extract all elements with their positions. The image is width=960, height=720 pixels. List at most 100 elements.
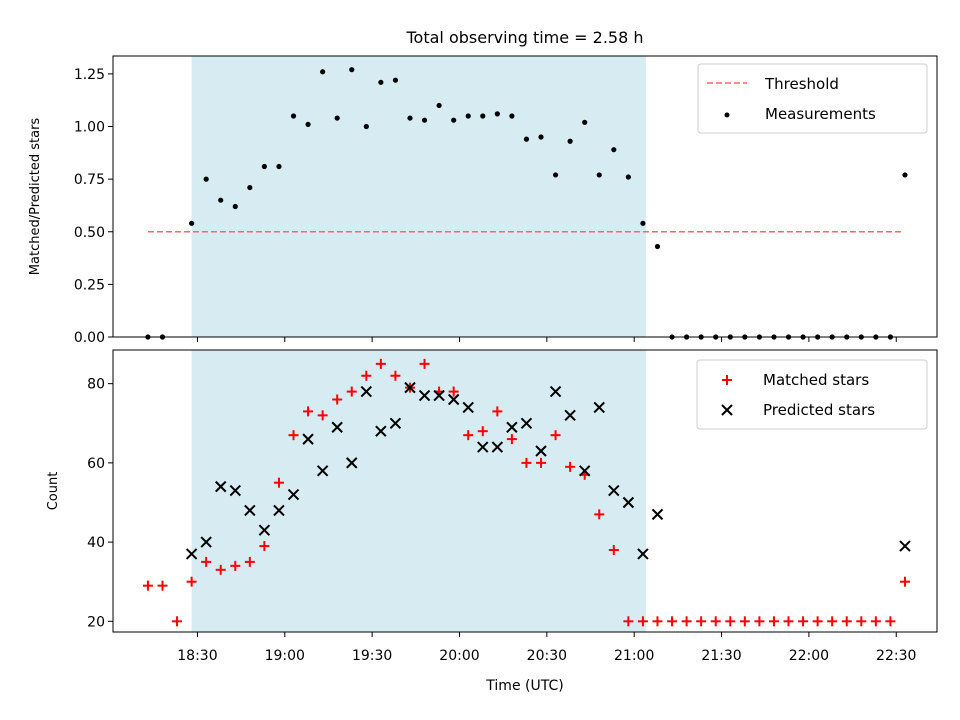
measurement-point bbox=[494, 111, 500, 117]
legend-predicted-swatch bbox=[721, 404, 733, 416]
measurement-point bbox=[436, 102, 442, 109]
x-tick-label: 19:00 bbox=[265, 648, 305, 664]
count-observing-span bbox=[191, 350, 646, 632]
matched-star-point bbox=[812, 616, 823, 627]
legend-measurement-label: Measurements bbox=[765, 105, 876, 123]
predicted-star-point bbox=[520, 417, 533, 429]
predicted-star-point bbox=[316, 465, 329, 477]
predicted-star-point bbox=[258, 524, 271, 536]
matched-star-point bbox=[652, 616, 663, 627]
matched-star-point bbox=[783, 616, 794, 627]
predicted-star-point bbox=[564, 409, 576, 422]
predicted-star-point bbox=[535, 445, 547, 457]
predicted-star-point bbox=[287, 488, 300, 501]
measurement-point bbox=[261, 163, 267, 170]
legend-predicted-marker bbox=[721, 404, 733, 416]
matched-star-point bbox=[419, 358, 430, 369]
x-tick-label: 21:30 bbox=[701, 648, 741, 664]
measurement-point bbox=[625, 174, 631, 180]
matched-star-point bbox=[696, 616, 707, 627]
matched-star-point bbox=[215, 564, 226, 575]
measurement-point bbox=[596, 172, 602, 178]
x-tick-label: 22:30 bbox=[876, 648, 916, 664]
matched-star-point bbox=[157, 580, 168, 591]
matched-star-point bbox=[332, 394, 343, 405]
predicted-star-point bbox=[346, 457, 358, 469]
predicted-star-point bbox=[433, 389, 445, 402]
ratio-x-ticks bbox=[196, 337, 897, 342]
matched-star-point bbox=[798, 616, 809, 627]
predicted-star-point bbox=[302, 433, 314, 445]
measurement-point bbox=[247, 184, 253, 191]
count-y-tick-label: 80 bbox=[87, 377, 105, 393]
count-panel: 20 40 60 80 18:30 19:00 19:30 20:00 20:30 21:00 2… bbox=[46, 349, 938, 694]
predicted-star-point bbox=[578, 465, 591, 477]
matched-star-point bbox=[594, 509, 605, 520]
measurement-point bbox=[640, 220, 646, 226]
measurement-point bbox=[407, 115, 413, 121]
matched-star-point bbox=[637, 616, 648, 627]
matched-star-point bbox=[667, 616, 678, 627]
count-legend-box bbox=[696, 359, 928, 430]
measurement-point bbox=[232, 203, 238, 210]
ratio-legend-box bbox=[697, 63, 928, 134]
measurement-point bbox=[465, 113, 471, 119]
matched-star-point bbox=[623, 616, 634, 627]
matched-star-point bbox=[885, 616, 896, 627]
ratio-y-tick-label: 0.75 bbox=[74, 172, 105, 188]
legend-matched-swatch bbox=[722, 375, 732, 385]
predicted-star-point bbox=[375, 425, 387, 437]
count-y-tick-label: 40 bbox=[87, 535, 105, 551]
measurement-point bbox=[218, 197, 224, 203]
count-axes-frame bbox=[112, 349, 938, 633]
matched-star-point bbox=[506, 434, 517, 445]
ratio-y-tick-label: 0.00 bbox=[74, 330, 105, 346]
matched-star-point bbox=[201, 556, 212, 567]
ratio-y-ticks: 0.00 0.25 0.50 0.75 1.00 1.25 bbox=[74, 67, 113, 346]
measurement-point bbox=[290, 113, 297, 119]
measurement-point bbox=[334, 115, 340, 121]
matched-star-point bbox=[565, 461, 576, 472]
measurement-point bbox=[276, 163, 282, 170]
predicted-star-point bbox=[273, 504, 285, 517]
matched-star-point bbox=[536, 457, 547, 468]
measurement-point bbox=[480, 113, 486, 119]
x-tick-label: 22:00 bbox=[789, 648, 829, 664]
measurement-point bbox=[189, 220, 195, 226]
matched-star-point bbox=[361, 370, 372, 381]
predicted-star-point bbox=[185, 548, 198, 560]
matched-star-point bbox=[827, 616, 838, 627]
measurement-point bbox=[392, 77, 399, 83]
matched-star-point bbox=[550, 430, 561, 441]
matched-star-point bbox=[463, 430, 474, 441]
matched-star-point bbox=[230, 560, 241, 571]
count-y-ticks: 20 40 60 80 bbox=[87, 377, 113, 630]
count-y-tick-label: 60 bbox=[87, 456, 105, 472]
ratio-y-axis-label: Matched/Predicted stars bbox=[28, 118, 43, 276]
measurement-point bbox=[582, 119, 588, 125]
measurement-point bbox=[421, 117, 428, 123]
ratio-panel: 0.00 0.25 0.50 0.75 1.00 1.25 Matched/Predict… bbox=[28, 55, 938, 346]
measurement-point bbox=[320, 69, 326, 75]
count-points bbox=[142, 358, 911, 627]
predicted-star-point bbox=[899, 540, 911, 552]
measurement-point bbox=[363, 123, 369, 130]
legend-threshold-label: Threshold bbox=[764, 75, 839, 93]
matched-star-point bbox=[273, 477, 284, 488]
measurement-point bbox=[523, 136, 530, 142]
matched-star-point bbox=[856, 616, 867, 627]
count-y-tick-label: 20 bbox=[87, 614, 105, 630]
matched-star-point bbox=[288, 430, 299, 441]
measurement-point bbox=[902, 172, 908, 178]
predicted-star-point bbox=[549, 385, 562, 398]
matched-star-point bbox=[303, 406, 314, 417]
ratio-y-tick-label: 1.25 bbox=[74, 67, 105, 83]
matched-star-point bbox=[448, 386, 459, 397]
x-tick-label: 20:30 bbox=[527, 648, 567, 664]
predicted-star-point bbox=[622, 496, 635, 509]
count-legend: Matched stars Predicted stars bbox=[696, 359, 928, 430]
predicted-star-point bbox=[637, 548, 649, 560]
legend-predicted-label: Predicted stars bbox=[763, 401, 875, 419]
predicted-star-point bbox=[200, 536, 212, 548]
